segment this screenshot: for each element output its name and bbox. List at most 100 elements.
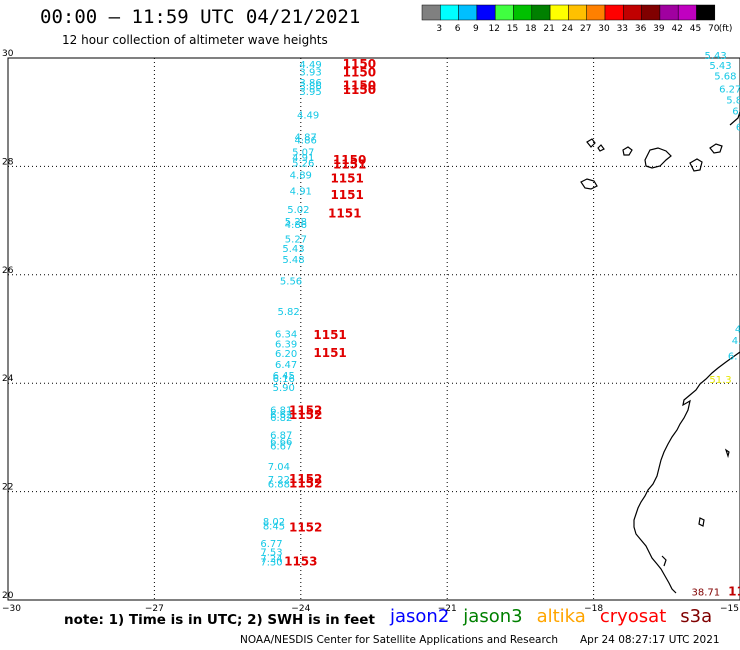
colorbar-swatch	[494, 4, 514, 21]
lat-tick-label: 26	[2, 266, 14, 276]
lat-tick-label: 24	[2, 374, 14, 384]
wave-height-label: 6.34	[275, 330, 297, 341]
wave-height-label: 3.86	[299, 78, 321, 89]
colorbar-tick-label: 36	[635, 24, 647, 34]
footer-note: note: 1) Time is in UTC; 2) SWH is in fe…	[64, 612, 375, 628]
satellite-legend-jason2: jason2	[390, 606, 450, 627]
time-label: 1152	[289, 408, 322, 422]
colorbar-swatch	[586, 4, 606, 21]
colorbar-tick-label: 45	[690, 24, 701, 34]
colorbar-swatch	[513, 4, 533, 21]
time-label: 1150	[343, 57, 376, 71]
colorbar-tick-label: 18	[525, 24, 537, 34]
wave-height-label: 7.30	[260, 557, 282, 568]
colorbar-tick-label: 6	[455, 24, 461, 34]
edge-label: 5.43	[704, 51, 726, 62]
wave-height-label: 5.27	[285, 234, 307, 245]
lat-tick-label: 22	[2, 483, 13, 493]
satellite-legend-jason3: jason3	[463, 606, 523, 627]
time-label: 1152	[289, 521, 322, 535]
wave-height-label: 6.62	[270, 410, 292, 421]
wave-height-label: 4.86	[285, 220, 307, 231]
wave-height-label: 7.24	[260, 554, 282, 565]
wave-height-label: 5.26	[292, 158, 314, 169]
colorbar-tick-label: 3	[436, 24, 442, 34]
lon-tick-label: −24	[291, 604, 310, 614]
colorbar-tick-label: 15	[507, 24, 518, 34]
edge-label: 6.	[732, 106, 740, 117]
colorbar-swatch	[531, 4, 551, 21]
colorbar-swatch	[659, 4, 679, 21]
time-label: 1150	[333, 153, 366, 167]
edge-label: 51.3	[709, 375, 731, 386]
colorbar-tick-label: 30	[598, 24, 610, 34]
edge-label: 6	[736, 123, 740, 134]
map-frame	[7, 57, 740, 601]
edge-label: 6.	[728, 351, 738, 362]
colorbar: 3 6 9 12 15 18 21 24 27 30 33 36 39 42 45 70 (ft)	[421, 4, 732, 34]
wave-height-label: 6.81	[270, 406, 292, 417]
colorbar-tick-label: 42	[671, 24, 682, 34]
wave-height-labels: 4.493.933.863.863.954.494.874.865.074.91…	[260, 60, 321, 569]
wave-height-label: 6.67	[270, 441, 292, 452]
colorbar-tick-label: 24	[562, 24, 574, 34]
wave-height-label: 3.95	[299, 87, 321, 98]
credit-line: NOAA/NESDIS Center for Satellite Applica…	[240, 634, 558, 646]
time-label: 1151	[313, 346, 346, 360]
colorbar-tick-label: 21	[543, 24, 554, 34]
wave-height-label: 5.90	[273, 383, 295, 394]
time-label: 1152	[289, 476, 322, 490]
colorbar-swatch	[421, 4, 441, 21]
wave-height-label: 4.49	[297, 111, 319, 122]
wave-height-label: 5.56	[280, 277, 302, 288]
wave-height-label: 6.39	[275, 339, 297, 350]
map-subtitle: 12 hour collection of altimeter wave hei…	[62, 33, 328, 47]
colorbar-tick-label: 12	[488, 24, 499, 34]
edge-label: 5.43	[709, 61, 731, 72]
wave-height-label: 5.28	[285, 217, 307, 228]
wave-height-label: 5.48	[282, 255, 304, 266]
colorbar-swatch	[440, 4, 459, 21]
colorbar-swatch	[549, 4, 569, 21]
time-label: 1151	[333, 158, 366, 172]
wave-height-label: 6.77	[260, 539, 282, 550]
lon-tick-label: −27	[145, 604, 164, 614]
map-grid	[7, 57, 740, 601]
time-label: 1151	[330, 172, 363, 186]
colorbar-swatch	[696, 4, 716, 21]
satellite-legend-s3a: s3a	[680, 606, 713, 627]
generation-timestamp: Apr 24 08:27:17 UTC 2021	[580, 634, 720, 646]
lon-tick-label: −15	[720, 604, 739, 614]
wave-height-label: 5.43	[282, 244, 304, 255]
time-label: 1150	[343, 83, 376, 97]
wave-height-label: 6.45	[273, 371, 295, 382]
wave-height-label: 5.82	[277, 307, 299, 318]
time-label: 1151	[330, 188, 363, 202]
wave-height-label: 5.02	[287, 205, 309, 216]
colorbar-swatch	[641, 4, 661, 21]
colorbar-tick-label: 39	[653, 24, 665, 34]
wave-height-label: 4.91	[292, 153, 314, 164]
satellite-legend-altika: altika	[536, 606, 586, 627]
colorbar-swatch	[677, 4, 697, 21]
colorbar-swatch	[623, 4, 642, 21]
edge-label: 38.71	[692, 588, 721, 599]
wave-height-label: 6.88	[268, 479, 290, 490]
edge-label: 4.	[732, 336, 740, 347]
wave-height-label: 4.49	[299, 60, 321, 71]
wave-height-label: 3.93	[299, 67, 321, 78]
wave-height-label: 3.86	[299, 81, 321, 92]
satellite-legend-cryosat: cryosat	[599, 606, 667, 627]
wave-height-label: 4.91	[290, 187, 312, 198]
wave-height-label: 8.45	[263, 522, 285, 533]
colorbar-tick-label: 70	[708, 24, 720, 34]
time-labels: 1150115011501150115011511151115111511151…	[284, 57, 376, 569]
edge-label: 5.8	[726, 96, 740, 107]
edge-labels: 5.435.435.686.275.86.644.6.51.338.711118…	[692, 51, 740, 599]
colorbar-swatch	[476, 4, 496, 21]
time-label: 1152	[289, 404, 322, 418]
lon-tick-label: −30	[2, 604, 21, 614]
edge-label: 1118	[728, 585, 740, 599]
lat-tick-label: 30	[2, 49, 14, 59]
time-label: 1150	[343, 65, 376, 79]
